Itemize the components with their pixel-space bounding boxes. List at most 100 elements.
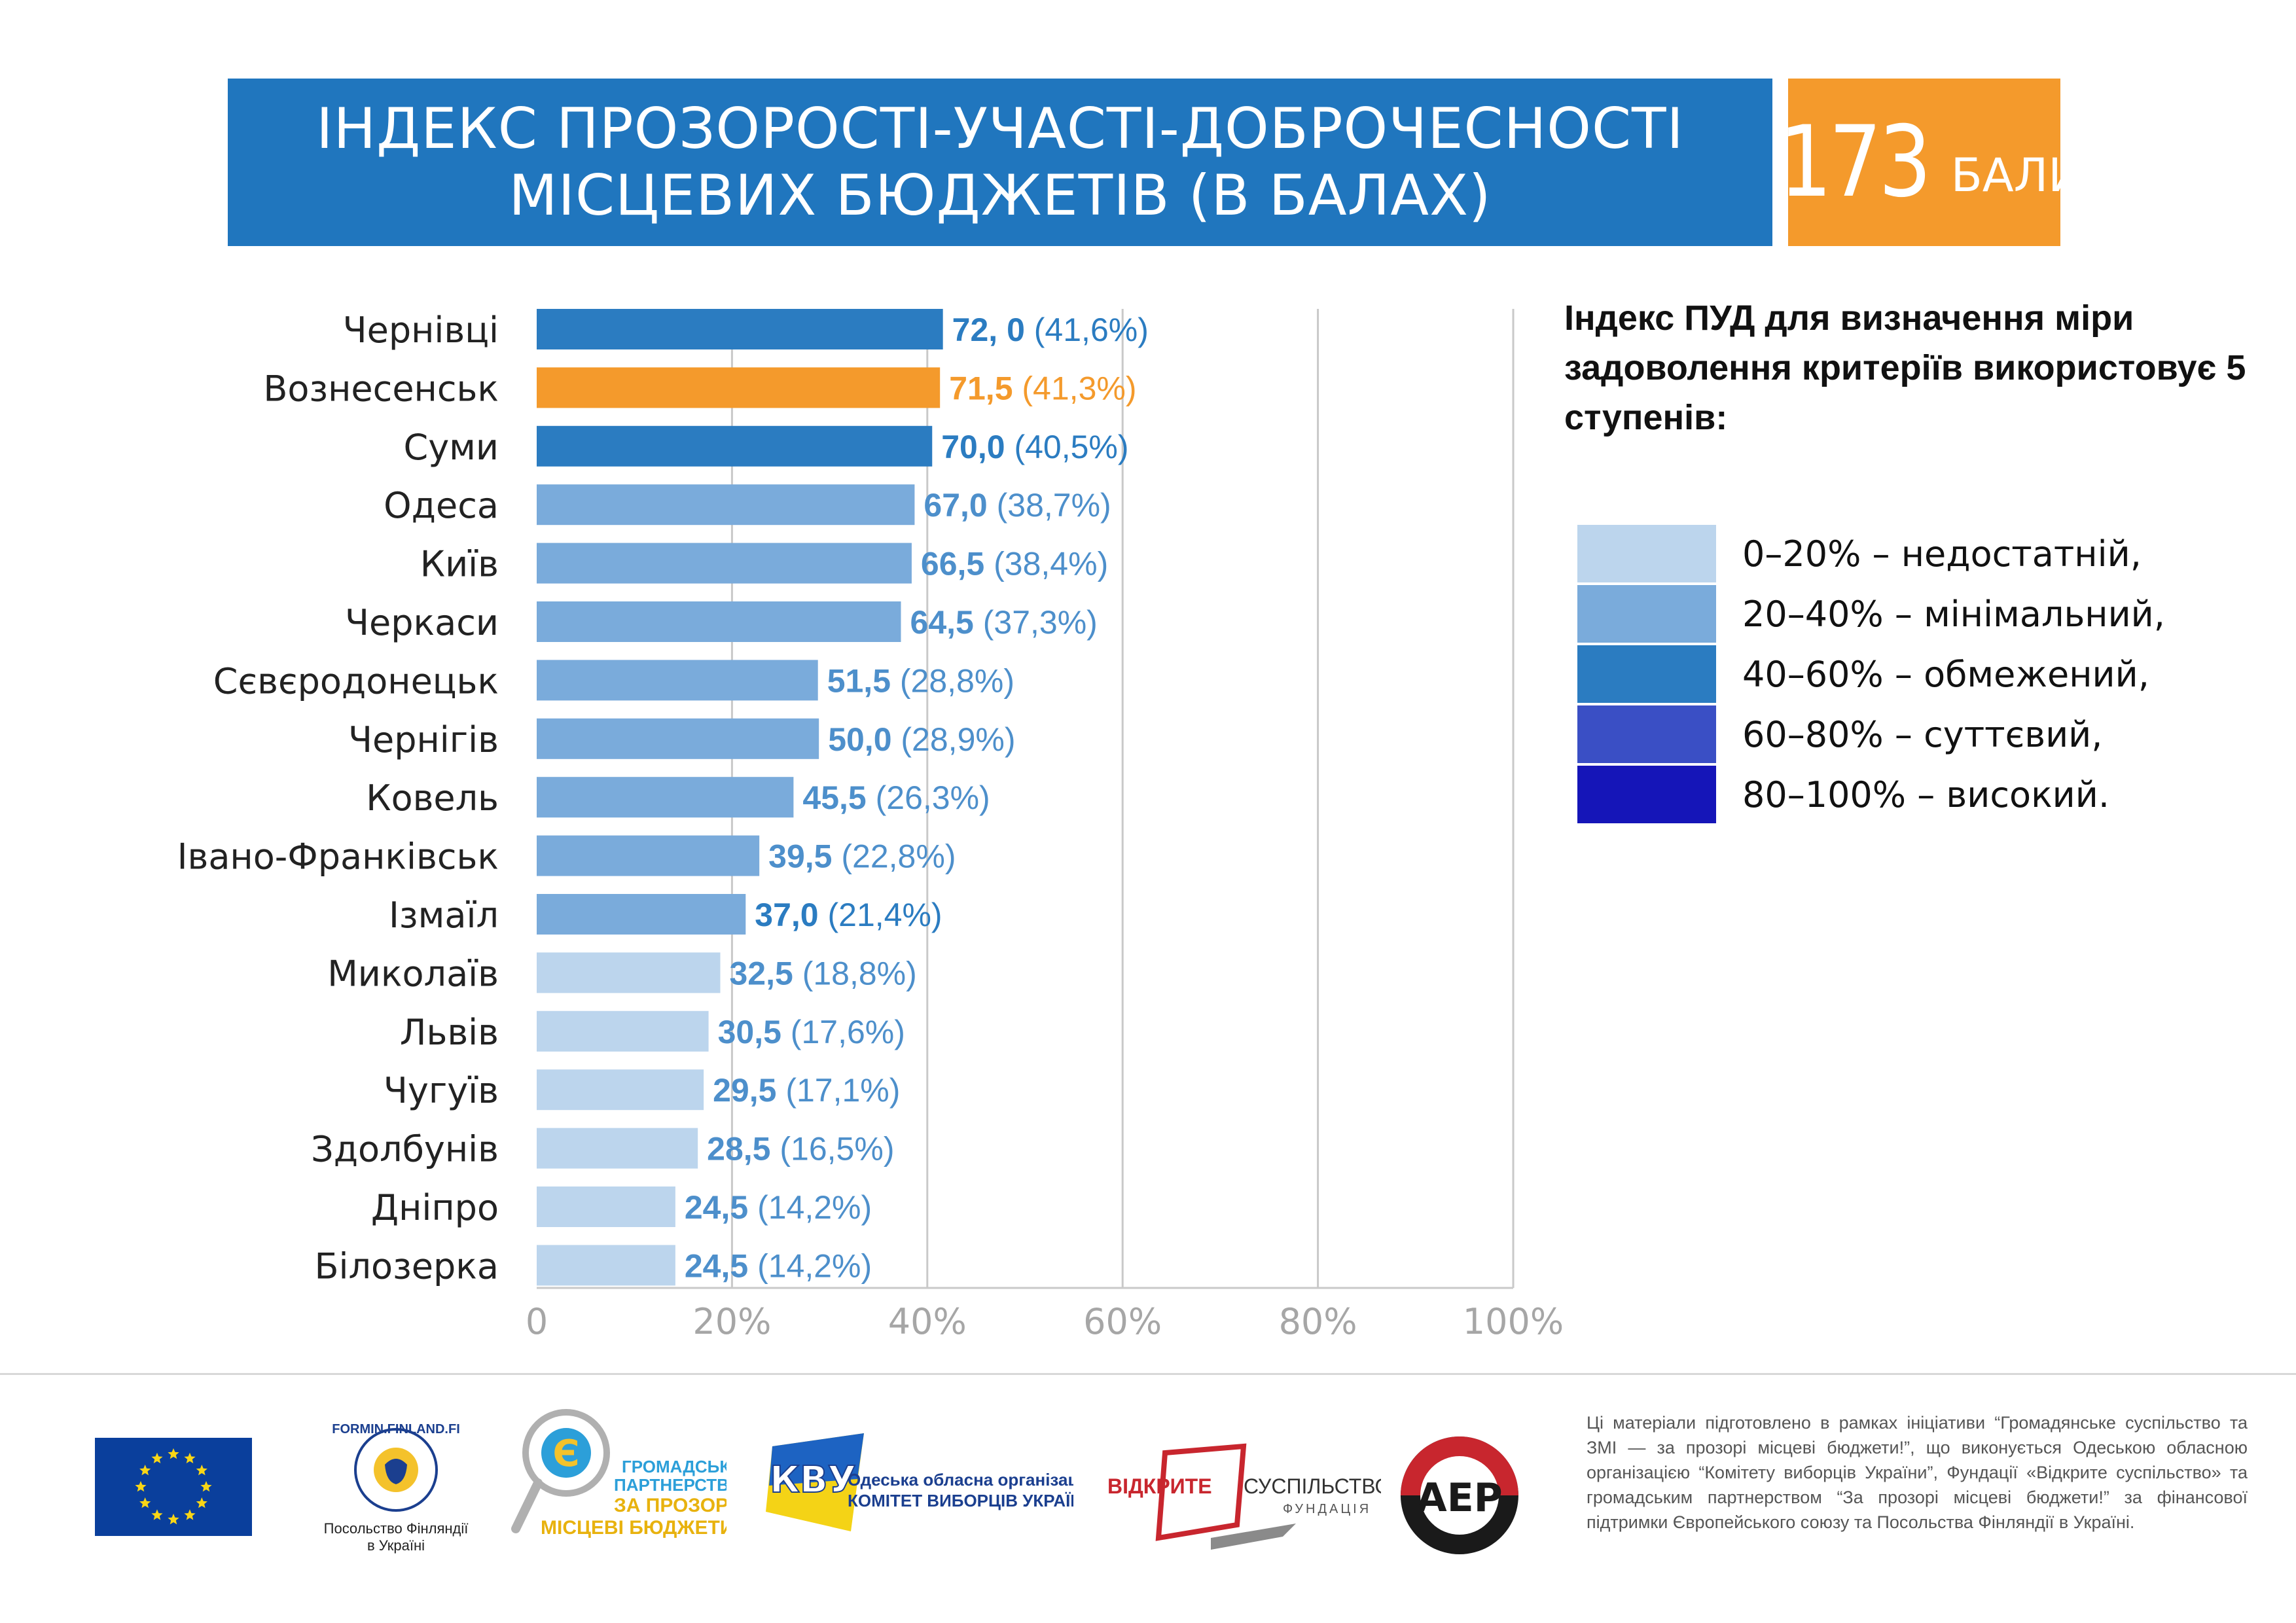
bar bbox=[537, 952, 721, 993]
title-line-1: ІНДЕКС ПРОЗОРОСТІ-УЧАСТІ-ДОБРОЧЕСНОСТІ bbox=[316, 96, 1684, 162]
category-label: Одеса bbox=[384, 485, 499, 526]
value-label: 30,5 (17,6%) bbox=[718, 1014, 905, 1050]
bar bbox=[537, 543, 912, 584]
bar bbox=[537, 309, 943, 349]
cvu-emblem-icon: КВУ Одеська обласна організація КОМІТЕТ … bbox=[766, 1433, 1095, 1531]
value-label: 64,5 (37,3%) bbox=[910, 604, 1098, 641]
eu-star-icon bbox=[135, 1481, 147, 1492]
category-label: Вознесенськ bbox=[263, 368, 499, 409]
x-tick-label: 60% bbox=[1083, 1301, 1162, 1342]
value-score: 24,5 bbox=[685, 1189, 757, 1226]
cvu-text-2: КОМІТЕТ ВИБОРЦІВ УКРАЇНИ bbox=[848, 1491, 1073, 1510]
eu-star-icon bbox=[139, 1497, 151, 1508]
value-percent: (28,8%) bbox=[900, 662, 1014, 699]
value-score: 50,0 bbox=[828, 721, 901, 758]
category-label: Чернігів bbox=[348, 719, 499, 760]
eu-star-icon bbox=[196, 1465, 207, 1476]
value-percent: (16,5%) bbox=[780, 1131, 894, 1168]
value-score: 71,5 bbox=[949, 370, 1022, 406]
value-percent: (28,9%) bbox=[901, 721, 1015, 758]
value-label: 24,5 (14,2%) bbox=[685, 1247, 872, 1284]
eu-stars-icon bbox=[135, 1448, 212, 1525]
open-society-text-2: СУСПІЛЬСТВО bbox=[1244, 1474, 1381, 1498]
value-score: 29,5 bbox=[713, 1072, 785, 1109]
value-label: 39,5 (22,8%) bbox=[768, 838, 956, 875]
bar bbox=[537, 1245, 675, 1286]
category-label: Київ bbox=[420, 544, 499, 585]
category-label: Дніпро bbox=[371, 1187, 499, 1228]
svg-text:Є: Є bbox=[552, 1433, 579, 1475]
bar bbox=[537, 1069, 704, 1111]
magnifier-icon: Є ГРОМАДСЬКЕ ПАРТНЕРСТВО ЗА ПРОЗОРІ МІСЦ… bbox=[511, 1409, 742, 1539]
category-label: Суми bbox=[404, 427, 499, 468]
cvu-text-1: Одеська обласна організація bbox=[848, 1470, 1073, 1489]
category-label: Миколаїв bbox=[327, 953, 499, 994]
partnership-text-4: МІСЦЕВІ БЮДЖЕТИ! bbox=[541, 1517, 726, 1539]
bar bbox=[537, 835, 760, 876]
value-label: 67,0 (38,7%) bbox=[924, 487, 1111, 524]
legend-item: 0–20% – недостатній, bbox=[1577, 524, 2165, 584]
value-score: 30,5 bbox=[718, 1014, 791, 1050]
open-society-text-1: ВІДКРИТЕ bbox=[1107, 1474, 1212, 1498]
value-percent: (14,2%) bbox=[757, 1247, 872, 1284]
partnership-text-2: ПАРТНЕРСТВО bbox=[614, 1475, 726, 1495]
title-line-2: МІСЦЕВИХ БЮДЖЕТІВ (В БАЛАХ) bbox=[509, 163, 1492, 228]
chart-title-banner: ІНДЕКС ПРОЗОРОСТІ-УЧАСТІ-ДОБРОЧЕСНОСТІ М… bbox=[228, 79, 1772, 246]
footer-disclaimer: Ці матеріали підготовлено в рамках ініці… bbox=[1587, 1413, 2248, 1532]
category-label: Білозерка bbox=[314, 1245, 499, 1287]
bar bbox=[537, 660, 818, 701]
eu-star-icon bbox=[168, 1448, 179, 1459]
open-society-logo: ВІДКРИТЕ СУСПІЛЬСТВО ФУНДАЦІЯ bbox=[1106, 1440, 1391, 1551]
eu-star-icon bbox=[184, 1452, 196, 1463]
value-label: 32,5 (18,8%) bbox=[729, 955, 916, 991]
category-label: Чернівці bbox=[343, 310, 499, 351]
x-tick-label: 0 bbox=[526, 1301, 548, 1342]
legend-label: 60–80% – суттєвий, bbox=[1742, 713, 2103, 755]
value-score: 67,0 bbox=[924, 487, 996, 524]
value-score: 51,5 bbox=[827, 662, 900, 699]
value-label: 66,5 (38,4%) bbox=[921, 546, 1108, 582]
value-percent: (18,8%) bbox=[802, 955, 917, 991]
category-label: Здолбунів bbox=[311, 1129, 499, 1170]
bar bbox=[537, 425, 933, 467]
finland-embassy-logo: FORMIN.FINLAND.FI Посольство Фінляндії в… bbox=[308, 1419, 484, 1556]
legend-item: 40–60% – обмежений, bbox=[1577, 644, 2165, 704]
bar bbox=[537, 777, 794, 818]
value-label: 70,0 (40,5%) bbox=[941, 429, 1128, 465]
legend-swatch bbox=[1577, 705, 1716, 763]
value-score: 39,5 bbox=[768, 838, 841, 875]
category-label: Івано-Франківськ bbox=[177, 836, 499, 878]
value-score: 37,0 bbox=[755, 897, 827, 933]
value-score: 24,5 bbox=[685, 1247, 757, 1284]
value-percent: (17,1%) bbox=[785, 1072, 900, 1109]
bar bbox=[537, 894, 746, 935]
legend-label: 40–60% – обмежений, bbox=[1742, 653, 2149, 695]
value-label: 29,5 (17,1%) bbox=[713, 1072, 900, 1109]
value-percent: (38,4%) bbox=[994, 546, 1108, 582]
value-score: 70,0 bbox=[941, 429, 1014, 465]
category-label: Чугуїв bbox=[384, 1070, 499, 1111]
bar bbox=[537, 718, 819, 759]
finland-logo-text: FORMIN.FINLAND.FI bbox=[332, 1422, 460, 1436]
value-percent: (14,2%) bbox=[757, 1189, 872, 1226]
x-tick-label: 20% bbox=[692, 1301, 771, 1342]
total-score-value: 173 bbox=[1779, 105, 1932, 219]
aer-logo: АЕР bbox=[1394, 1430, 1525, 1561]
value-percent: (21,4%) bbox=[828, 897, 942, 933]
value-percent: (40,5%) bbox=[1014, 429, 1128, 465]
open-society-text-3: ФУНДАЦІЯ bbox=[1283, 1502, 1371, 1516]
aer-circle-icon: АЕР bbox=[1400, 1436, 1518, 1554]
value-label: 51,5 (28,8%) bbox=[827, 662, 1014, 699]
finland-caption-2: в Україні bbox=[367, 1537, 425, 1554]
legend-swatch bbox=[1577, 525, 1716, 582]
legend-title: Індекс ПУД для визначення міри задоволен… bbox=[1564, 298, 2246, 437]
value-label: 71,5 (41,3%) bbox=[949, 370, 1136, 406]
value-label: 28,5 (16,5%) bbox=[707, 1131, 894, 1168]
value-percent: (41,6%) bbox=[1034, 312, 1149, 348]
value-percent: (37,3%) bbox=[983, 604, 1098, 641]
legend-swatch bbox=[1577, 585, 1716, 643]
finland-caption-1: Посольство Фінляндії bbox=[323, 1520, 469, 1537]
partnership-text-3: ЗА ПРОЗОРІ bbox=[614, 1495, 726, 1516]
value-percent: (26,3%) bbox=[876, 779, 990, 816]
